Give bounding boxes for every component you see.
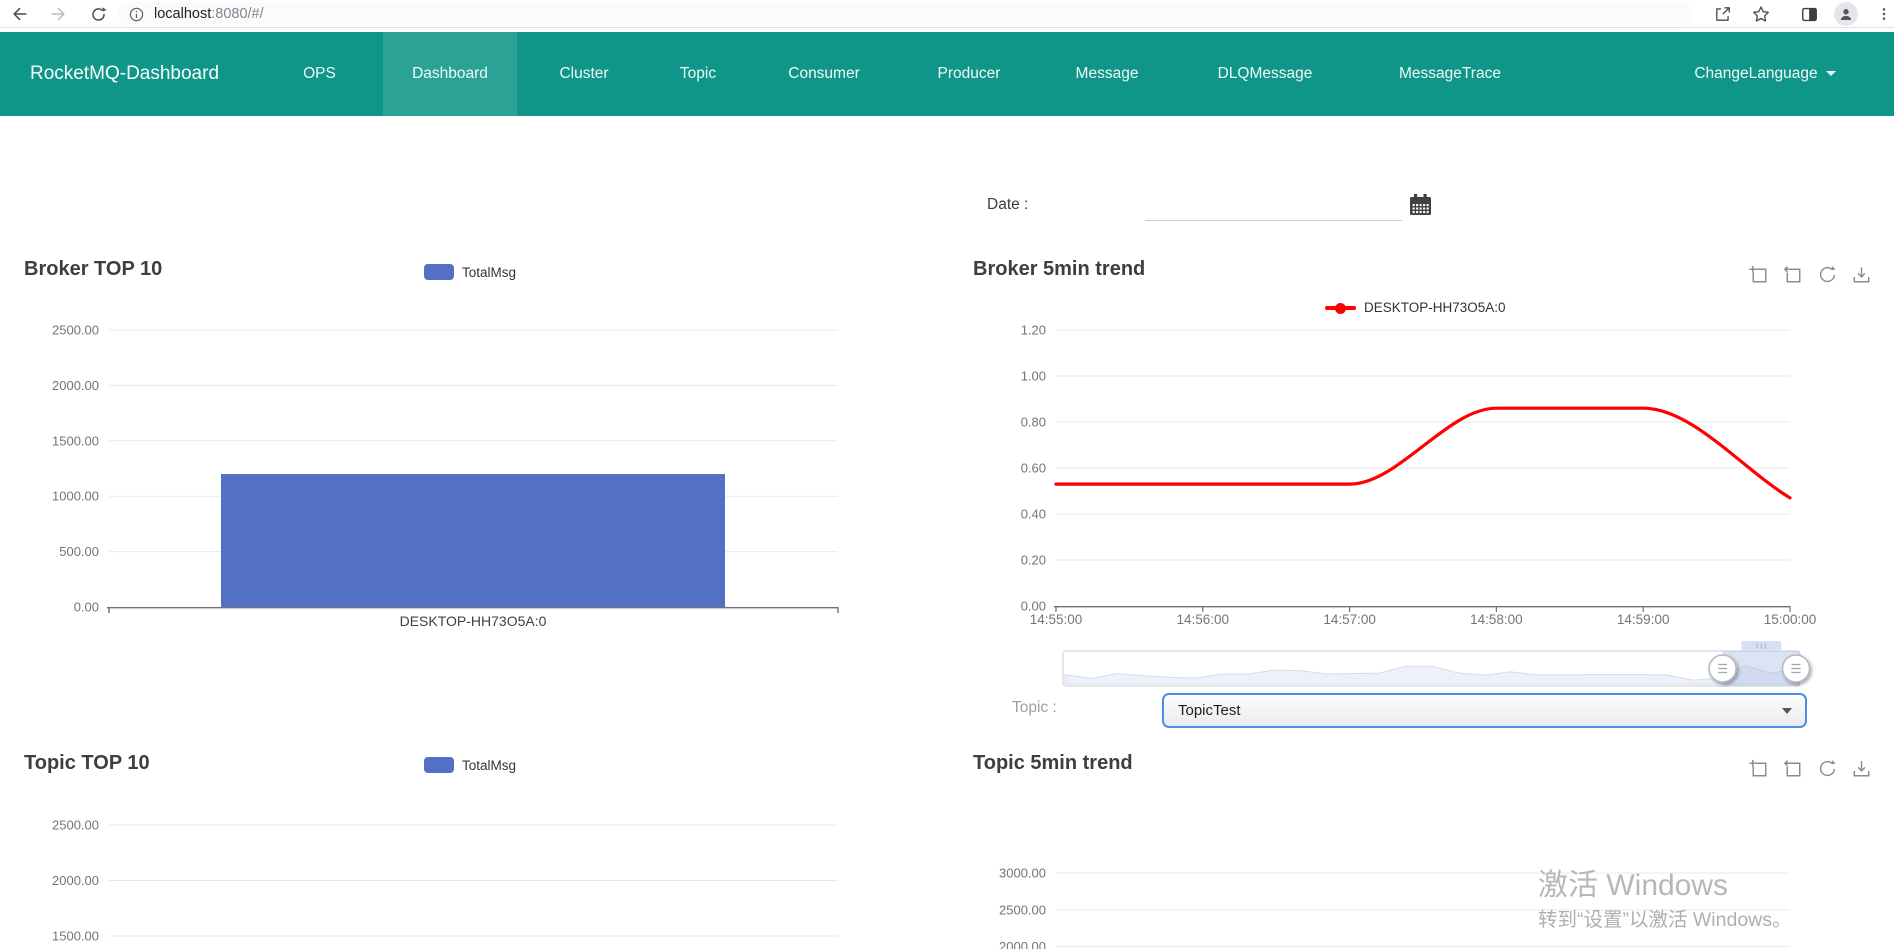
totalmsg-legend-marker[interactable] [424,264,454,280]
svg-text:14:55:00: 14:55:00 [1030,612,1083,627]
nav-item-dashboard[interactable]: Dashboard [383,32,517,116]
svg-text:2000.00: 2000.00 [52,873,99,888]
nav-item-dlqmessage[interactable]: DLQMessage [1217,65,1313,82]
toolbox-refresh-icon[interactable] [1816,263,1839,288]
nav-item-ops[interactable]: OPS [303,65,336,82]
windows-activate-watermark: 激活 Windows [1538,869,1729,902]
svg-text:0.20: 0.20 [1021,553,1046,568]
windows-activate-watermark-sub: 转到“设置”以激活 Windows。 [1538,909,1792,931]
totalmsg-legend-label[interactable]: TotalMsg [462,265,517,280]
svg-text:14:57:00: 14:57:00 [1323,612,1376,627]
toolbox-refresh-icon[interactable] [1816,757,1839,782]
svg-text:1.20: 1.20 [1021,323,1046,338]
svg-text:1.00: 1.00 [1021,369,1046,384]
svg-text:3000.00: 3000.00 [999,866,1046,881]
share-icon[interactable] [1710,2,1734,26]
browser-refresh-icon[interactable] [86,2,110,26]
svg-text:0.60: 0.60 [1021,461,1046,476]
trend-line-series[interactable] [1054,406,1792,500]
url-host: localhost [154,6,212,22]
browser-back-icon[interactable] [8,2,32,26]
url-path: :8080/#/ [211,6,264,22]
calendar-icon[interactable] [1408,193,1434,223]
svg-text:1500.00: 1500.00 [52,929,99,944]
main-navbar: RocketMQ-Dashboard OPS Dashboard Cluster… [0,32,1894,116]
topic-select[interactable]: TopicTest [1162,693,1807,728]
date-label: Date : [987,196,1029,213]
svg-text:2500.00: 2500.00 [52,323,99,338]
topic-trend-title: Topic 5min trend [973,752,1133,774]
svg-text:2500.00: 2500.00 [52,818,99,833]
datazoom-handle-right[interactable] [1781,654,1811,683]
date-input[interactable] [1145,198,1402,221]
topic-trend-toolbox [1748,757,1873,782]
svg-text:14:58:00: 14:58:00 [1470,612,1523,627]
svg-text:0.40: 0.40 [1021,507,1046,522]
toolbox-zoom-select-icon[interactable] [1748,757,1771,782]
topic-top10-title: Topic TOP 10 [24,752,150,774]
nav-item-message[interactable]: Message [1075,65,1139,82]
svg-text:1000.00: 1000.00 [52,489,99,504]
browser-toolbar: localhost:8080/#/ [0,0,1894,28]
page-info-icon[interactable] [128,6,145,23]
favorite-star-icon[interactable] [1749,2,1773,26]
nav-item-consumer[interactable]: Consumer [788,65,860,82]
nav-item-cluster[interactable]: Cluster [559,65,609,82]
browser-forward-icon[interactable] [46,2,70,26]
nav-item-messagetrace[interactable]: MessageTrace [1399,65,1501,82]
topic-top10-chart: 2500.00 2000.00 1500.00 [52,818,838,944]
toolbox-save-image-icon[interactable] [1850,757,1873,782]
chevron-down-icon [1825,71,1836,77]
broker-trend-toolbox [1748,263,1873,288]
svg-text:14:56:00: 14:56:00 [1177,612,1230,627]
nav-item-producer[interactable]: Producer [937,65,1001,82]
svg-text:0.80: 0.80 [1021,415,1046,430]
topic-select-value: TopicTest [1178,702,1241,719]
svg-text:DESKTOP-HH73O5A:0: DESKTOP-HH73O5A:0 [400,613,547,629]
svg-text:14:59:00: 14:59:00 [1617,612,1670,627]
broker-trend-legend-label: DESKTOP-HH73O5A:0 [1364,300,1506,315]
svg-text:2000.00: 2000.00 [999,939,1046,949]
broker-trend-title: Broker 5min trend [973,258,1146,280]
broker-trend-chart: 0.00 0.20 0.40 0.60 0.80 1.00 1.20 14:55:00 14:5… [1021,323,1817,628]
svg-text:500.00: 500.00 [59,544,99,559]
totalmsg-legend-marker[interactable] [424,757,454,773]
toolbox-zoom-select-icon[interactable] [1748,263,1771,288]
change-language-menu[interactable]: ChangeLanguage [1660,32,1870,116]
broker-top10-title: Broker TOP 10 [24,258,163,280]
svg-text:0.00: 0.00 [74,600,99,615]
datazoom-handle-left[interactable] [1708,654,1737,683]
topic-label: Topic : [1012,699,1057,716]
profile-avatar[interactable] [1834,2,1858,26]
nav-item-topic[interactable]: Topic [679,65,717,82]
svg-text:2000.00: 2000.00 [52,378,99,393]
select-caret-icon [1782,708,1792,714]
svg-text:1500.00: 1500.00 [52,433,99,448]
split-screen-icon[interactable] [1797,2,1821,26]
svg-text:2500.00: 2500.00 [999,903,1046,918]
topic-trend-chart: 3000.00 2500.00 2000.00 [999,866,1790,949]
change-language-label: ChangeLanguage [1694,65,1818,82]
bar-totalmsg[interactable] [221,474,725,607]
svg-text:0.00: 0.00 [1021,599,1046,614]
svg-text:15:00:00: 15:00:00 [1764,612,1817,627]
toolbox-zoom-restore-icon[interactable] [1782,757,1805,782]
legend-dot-marker [1335,302,1346,314]
url-text[interactable]: localhost:8080/#/ [154,6,264,22]
broker-top10-chart: 0.00 500.00 1000.00 1500.00 2000.00 2500.00 DE… [52,323,839,629]
toolbox-zoom-restore-icon[interactable] [1782,263,1805,288]
navbar-brand[interactable]: RocketMQ-Dashboard [30,63,220,84]
toolbox-save-image-icon[interactable] [1850,263,1873,288]
datazoom-slider[interactable] [1055,632,1825,696]
address-bar[interactable]: localhost:8080/#/ [118,2,1693,26]
browser-menu-icon[interactable] [1872,2,1894,26]
totalmsg-legend-label[interactable]: TotalMsg [462,758,517,773]
